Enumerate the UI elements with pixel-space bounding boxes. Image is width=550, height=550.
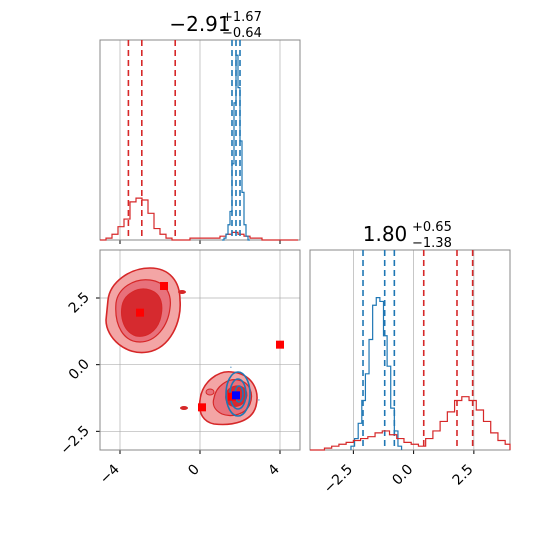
marker-blue <box>232 391 240 400</box>
contour-red-island <box>180 406 188 410</box>
y-marginal-ticklabel: 2.5 <box>450 462 477 489</box>
contour-red-island <box>205 388 215 396</box>
marginal-x-red-step <box>100 197 298 241</box>
title-param2: 1.80 <box>363 222 408 246</box>
joint-contour-panel: −4 0 4 −2.5 0.0 2.5 <box>57 249 301 487</box>
marginal-x-frame <box>99 39 301 241</box>
joint-y-ticklabel: 2.5 <box>66 290 93 317</box>
title-param1-value: −2.91 <box>169 12 230 36</box>
joint-x-ticklabel: −4 <box>97 461 123 487</box>
y-marginal-ticklabel: 0.0 <box>389 462 416 489</box>
title-param1-sup: +1.67 <box>222 10 262 25</box>
marginal-y-frame <box>309 249 511 451</box>
joint-y-ticklabel: 0.0 <box>66 356 93 383</box>
marker-red <box>160 282 168 290</box>
marginal-x-panel <box>99 39 301 244</box>
title-param2-sup: +0.65 <box>412 220 452 235</box>
y-marginal-ticklabel: −2.5 <box>321 462 356 497</box>
joint-y-ticklabel: −2.5 <box>57 423 92 458</box>
marginal-y-red-step <box>310 396 511 451</box>
contour-blue-outer <box>225 371 251 417</box>
title-param2-sub: −1.38 <box>412 236 452 251</box>
joint-x-ticklabel: 4 <box>265 461 283 479</box>
scatter-point <box>258 399 260 401</box>
marker-red <box>198 403 206 412</box>
marker-red <box>136 308 144 317</box>
title-param1: −2.91 <box>169 12 230 36</box>
marker-red <box>276 340 284 349</box>
joint-frame <box>99 249 301 451</box>
marginal-y-panel: −2.5 0.0 2.5 <box>309 249 511 497</box>
marginal-x-blue-step <box>222 54 250 241</box>
title-param2-value: 1.80 <box>363 222 408 246</box>
joint-x-ticklabel: 0 <box>185 462 203 480</box>
contour-red-island <box>178 290 186 294</box>
title-param1-sub: −0.64 <box>222 26 262 41</box>
scatter-point <box>230 366 232 369</box>
